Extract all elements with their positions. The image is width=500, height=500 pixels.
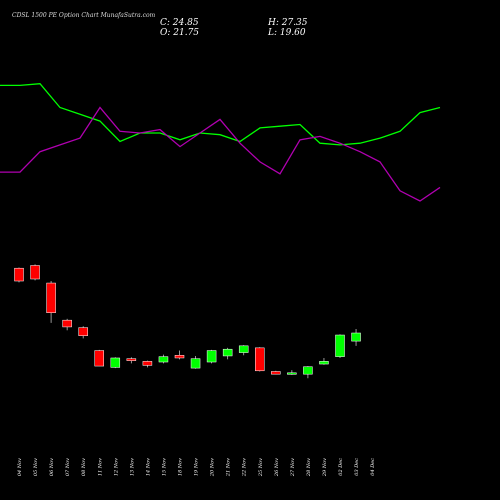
open-value: O: 21.75 — [160, 28, 200, 38]
candle — [303, 366, 313, 379]
high-value: H: 27.35 — [268, 18, 308, 28]
candle-body — [351, 332, 361, 342]
close-value: C: 24.85 — [160, 18, 199, 28]
x-tick-label: 26 Nov — [274, 458, 280, 477]
x-tick-label: 13 Nov — [129, 458, 135, 476]
candle — [174, 350, 185, 360]
candle-body — [271, 371, 281, 375]
candle — [46, 281, 56, 323]
candle-body — [30, 265, 40, 280]
x-tick-label: 08 Nov — [81, 458, 87, 476]
candle — [287, 370, 297, 375]
candle — [110, 357, 121, 369]
candle-body — [255, 347, 265, 372]
candle — [94, 349, 104, 367]
candle-body — [110, 357, 121, 368]
candle — [190, 355, 201, 369]
x-tick-label: 04 Dec — [370, 458, 376, 476]
candle-body — [319, 361, 329, 365]
candle-body — [190, 358, 201, 369]
candle-body — [174, 355, 185, 359]
x-tick-label: 11 Nov — [97, 458, 103, 476]
x-tick-label: 20 Nov — [210, 458, 216, 477]
x-tick-label: 03 Dec — [354, 458, 360, 476]
candle-body — [303, 366, 313, 375]
x-tick-label: 12 Nov — [113, 458, 119, 476]
candle-body — [158, 356, 169, 363]
candle — [351, 328, 361, 346]
candle-body — [238, 345, 249, 353]
x-tick-label: 18 Nov — [178, 458, 184, 476]
candle — [335, 334, 345, 358]
candle-body — [78, 327, 88, 336]
candle-body — [206, 350, 217, 363]
x-tick-label: 06 Nov — [49, 458, 55, 476]
low-value: L: 19.60 — [268, 28, 306, 38]
candle — [222, 347, 233, 360]
x-tick-label: 05 Nov — [33, 458, 39, 476]
x-tick-label: 28 Nov — [306, 458, 312, 477]
x-tick-label: 25 Nov — [258, 458, 264, 477]
x-tick-label: 02 Dec — [338, 458, 344, 476]
candle-body — [287, 372, 297, 375]
candle-body — [62, 319, 72, 328]
candle-body — [46, 282, 56, 313]
candle — [14, 267, 24, 283]
lower-indicator-line — [0, 106, 441, 202]
x-tick-label: 21 Nov — [226, 458, 232, 477]
x-axis-labels: 04 Nov 05 Nov 06 Nov 07 Nov 08 Nov 11 Nov 12 N… — [17, 458, 376, 477]
chart-title: CDSL 1500 PE Option Chart MunafaSutra.co… — [12, 12, 156, 19]
upper-indicator-line — [0, 83, 441, 146]
candle — [319, 357, 329, 365]
candle — [126, 357, 137, 364]
candle — [62, 318, 72, 331]
candle — [78, 326, 88, 339]
x-tick-label: 07 Nov — [65, 458, 71, 476]
x-tick-label: 29 Nov — [322, 458, 328, 477]
candle-body — [335, 334, 345, 357]
x-tick-label: 19 Nov — [194, 458, 200, 476]
candle — [271, 370, 281, 375]
x-tick-label: 15 Nov — [161, 458, 167, 476]
candle — [255, 347, 265, 372]
candle — [30, 264, 40, 281]
x-tick-label: 04 Nov — [17, 458, 23, 476]
candles — [14, 264, 361, 379]
indicator-lines — [0, 83, 441, 202]
candle — [158, 354, 169, 364]
candle — [238, 345, 249, 356]
candle-body — [222, 348, 233, 357]
x-tick-label: 22 Nov — [242, 458, 248, 477]
candle — [142, 360, 153, 368]
candle — [206, 349, 217, 364]
candle-body — [94, 350, 104, 367]
candle-body — [14, 267, 24, 282]
candle-body — [142, 361, 153, 366]
candle-body — [126, 358, 137, 361]
x-tick-label: 27 Nov — [290, 458, 296, 477]
x-tick-label: 14 Nov — [145, 458, 151, 476]
